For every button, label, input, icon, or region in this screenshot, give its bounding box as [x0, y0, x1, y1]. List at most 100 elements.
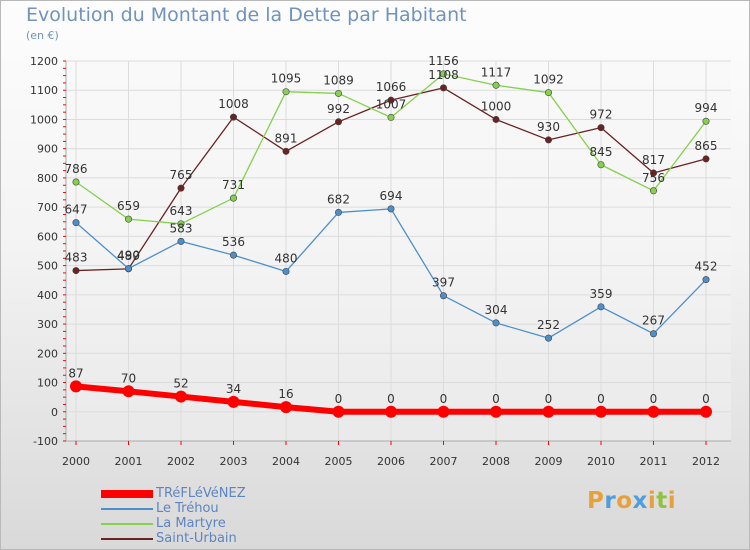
- data-point: [597, 303, 605, 311]
- data-point: [544, 136, 552, 144]
- y-tick-label: 1000: [30, 113, 58, 126]
- x-tick-label: 2000: [62, 455, 90, 468]
- data-point: [492, 319, 500, 327]
- data-label: 490: [117, 249, 140, 263]
- data-point: [230, 113, 238, 121]
- data-point: [122, 385, 135, 398]
- data-label: 845: [590, 145, 613, 159]
- data-label: 16: [278, 387, 293, 401]
- y-tick-label: 1200: [30, 55, 58, 68]
- data-label: 1108: [428, 68, 459, 82]
- legend-swatch: [101, 523, 153, 525]
- x-tick-label: 2009: [535, 455, 563, 468]
- data-point: [649, 187, 657, 195]
- data-label: 756: [642, 171, 665, 185]
- data-label: 786: [65, 162, 88, 176]
- data-label: 536: [222, 235, 245, 249]
- data-point: [542, 405, 555, 418]
- data-point: [702, 155, 710, 163]
- logo-letter: r: [604, 488, 617, 514]
- data-point: [439, 84, 447, 92]
- data-point: [544, 334, 552, 342]
- x-tick-label: 2011: [640, 455, 668, 468]
- data-label: 359: [590, 287, 613, 301]
- data-label: 992: [327, 102, 350, 116]
- data-label: 267: [642, 314, 665, 328]
- data-label: 682: [327, 192, 350, 206]
- data-label: 891: [275, 131, 298, 145]
- data-label: 1008: [218, 97, 249, 111]
- data-label: 1156: [428, 54, 459, 68]
- data-label: 972: [590, 108, 613, 122]
- data-point: [177, 237, 185, 245]
- data-point: [387, 205, 395, 213]
- legend-label: TRéFLéVéNEZ: [156, 486, 246, 501]
- data-point: [597, 161, 605, 169]
- data-point: [700, 405, 712, 418]
- data-label: 731: [222, 178, 245, 192]
- y-tick-label: 0: [51, 406, 58, 419]
- data-label: 1095: [271, 72, 302, 86]
- data-label: 659: [117, 199, 140, 213]
- data-point: [334, 208, 342, 216]
- x-tick-label: 2012: [692, 455, 720, 468]
- data-point: [702, 276, 710, 284]
- data-point: [649, 330, 657, 338]
- data-point: [649, 169, 657, 177]
- y-tick-label: 200: [37, 347, 58, 360]
- y-tick-label: 300: [37, 318, 58, 331]
- y-tick-label: 800: [37, 172, 58, 185]
- chart-title: Evolution du Montant de la Dette par Hab…: [26, 4, 467, 26]
- data-label: 0: [702, 392, 710, 406]
- data-point: [385, 405, 397, 418]
- legend-label: Saint-Urbain: [156, 531, 237, 546]
- x-tick-label: 2010: [587, 455, 615, 468]
- data-point: [282, 147, 290, 155]
- data-label: 0: [597, 392, 605, 406]
- data-point: [282, 88, 290, 96]
- data-label: 0: [650, 392, 658, 406]
- data-label: 930: [537, 120, 560, 134]
- data-label: 1089: [323, 73, 354, 87]
- y-tick-label: -100: [33, 435, 58, 448]
- legend-label: La Martyre: [156, 516, 226, 531]
- x-tick-label: 2004: [272, 455, 300, 468]
- data-point: [492, 81, 500, 89]
- logo-letter: P: [587, 488, 605, 514]
- legend-swatch: [101, 508, 153, 510]
- data-point: [334, 118, 342, 126]
- data-label: 34: [226, 382, 241, 396]
- data-label: 1092: [533, 73, 564, 87]
- data-point: [280, 401, 292, 414]
- data-label: 0: [387, 392, 395, 406]
- data-point: [544, 89, 552, 97]
- x-tick-label: 2002: [167, 455, 195, 468]
- data-label: 52: [173, 377, 188, 391]
- data-label: 0: [335, 392, 343, 406]
- data-point: [70, 380, 82, 393]
- logo-letter: x: [632, 488, 648, 514]
- data-label: 480: [275, 251, 298, 265]
- data-point: [332, 405, 345, 418]
- data-label: 0: [545, 392, 553, 406]
- x-tick-label: 2007: [430, 455, 458, 468]
- data-label: 1066: [376, 80, 407, 94]
- data-label: 483: [65, 251, 88, 265]
- data-label: 397: [432, 276, 455, 290]
- proxiti-logo: Proxiti: [587, 488, 676, 514]
- data-point: [282, 267, 290, 275]
- data-point: [230, 194, 238, 202]
- data-point: [72, 219, 80, 227]
- data-point: [72, 267, 80, 275]
- data-point: [437, 405, 450, 418]
- data-label: 1000: [481, 99, 512, 113]
- y-tick-label: 100: [37, 377, 58, 390]
- plot-area: [66, 61, 731, 441]
- data-label: 643: [170, 204, 193, 218]
- y-tick-label: 700: [37, 201, 58, 214]
- x-tick-label: 2001: [115, 455, 143, 468]
- data-label: 647: [65, 203, 88, 217]
- data-point: [334, 89, 342, 97]
- data-point: [227, 395, 240, 408]
